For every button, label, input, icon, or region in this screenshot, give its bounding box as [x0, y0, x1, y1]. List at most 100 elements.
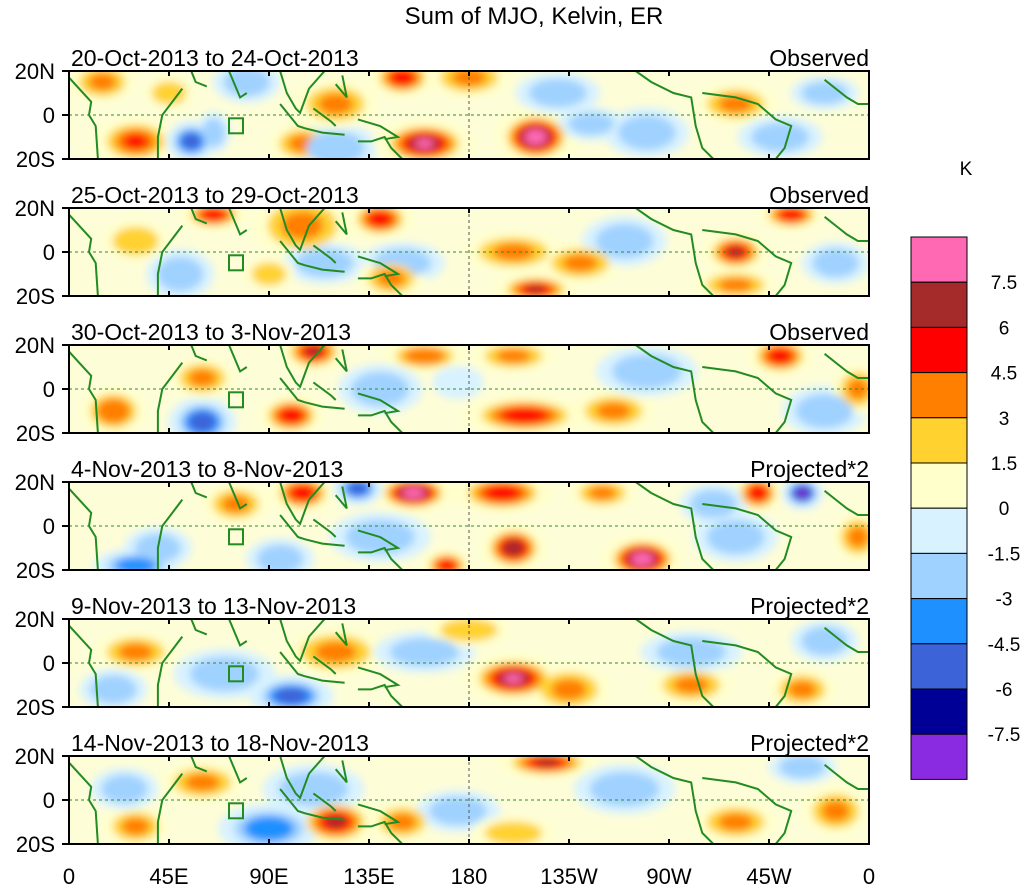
anomaly-level: [88, 73, 117, 91]
x-tick-label: 0: [63, 864, 75, 889]
anomaly-level: [529, 132, 543, 142]
coastline: [69, 76, 99, 159]
coastline: [702, 366, 793, 433]
coastline: [823, 79, 869, 105]
coastline: [156, 225, 184, 296]
anomaly-level: [718, 526, 754, 548]
anomaly-level: [607, 230, 642, 252]
coastline: [635, 71, 715, 159]
coastline: [312, 244, 337, 264]
coastline: [190, 345, 208, 362]
y-tick-label: 20N: [15, 470, 55, 495]
colorbar-swatch: [910, 281, 968, 328]
anomaly-level: [158, 86, 180, 100]
coastline: [228, 345, 248, 373]
coastline: [702, 503, 793, 570]
coastline: [357, 409, 404, 433]
coastline: [69, 761, 99, 844]
x-tick-label: 180: [451, 864, 488, 889]
colorbar-label: -3: [996, 590, 1013, 611]
anomaly-level: [440, 370, 476, 394]
y-tick-label: 20S: [16, 558, 55, 583]
anomaly-level: [412, 351, 437, 361]
anomaly-level: [718, 278, 754, 292]
anomaly-field: [93, 482, 869, 570]
colorbar-label: -4.5: [988, 635, 1021, 656]
panel-2: 20N 0 20S 25-Oct-2013 to 29-Oct-2013 Observe…: [15, 182, 870, 309]
anomaly-level: [810, 632, 839, 650]
anomaly-level: [185, 773, 220, 791]
anomaly-level: [205, 210, 222, 219]
coastline: [279, 208, 326, 252]
coastline: [334, 75, 348, 99]
anomaly-level: [821, 800, 850, 822]
region-box: [228, 254, 244, 272]
y-tick-label: 20N: [15, 59, 55, 84]
coastline: [279, 619, 326, 663]
y-tick-label: 20N: [15, 333, 55, 358]
coastline: [823, 627, 869, 653]
coastline: [635, 345, 715, 433]
anomaly-level: [254, 821, 284, 836]
panel-4: 20N 0 20S 4-Nov-2013 to 8-Nov-2013 Projected…: [15, 456, 870, 583]
colorbar-swatch: [910, 733, 968, 780]
region-box: [228, 802, 244, 820]
coastline: [279, 514, 345, 547]
coastline: [823, 764, 869, 790]
panel-date-range: 9-Nov-2013 to 13-Nov-2013: [71, 593, 356, 619]
anomaly-level: [670, 643, 713, 661]
coastline: [228, 482, 248, 510]
anomaly-level: [99, 680, 128, 698]
coastline: [702, 229, 793, 296]
coastline: [279, 482, 326, 526]
colorbar-label: 6: [999, 318, 1010, 339]
coastline: [69, 350, 99, 433]
coastline: [635, 208, 715, 296]
panel-label: Observed: [769, 319, 869, 345]
anomaly-level: [415, 138, 435, 149]
coastline: [279, 240, 345, 273]
coastline: [69, 624, 99, 707]
coastline: [190, 756, 208, 773]
coastline: [312, 107, 337, 127]
anomaly-field: [79, 619, 859, 707]
anomaly-level: [699, 495, 728, 513]
anomaly-level: [318, 137, 353, 159]
anomaly-level: [441, 561, 453, 570]
anomaly-level: [562, 254, 598, 272]
anomaly-level: [266, 550, 294, 568]
coastline: [279, 651, 345, 684]
anomaly-level: [496, 826, 531, 840]
region-box: [228, 117, 244, 135]
panel-date-range: 20-Oct-2013 to 24-Oct-2013: [71, 45, 359, 71]
colorbar: K 7.5 6 4.5 3 1.5 0 -1.5 -3 -4.5 -6 -7.5: [910, 159, 1021, 780]
coastline: [279, 788, 345, 821]
x-tick-label: 45W: [746, 864, 791, 889]
colorbar-swatch: [910, 326, 968, 374]
coastline: [702, 777, 793, 844]
colorbar-swatch: [910, 552, 968, 600]
anomaly-level: [807, 400, 842, 422]
coastline: [156, 87, 184, 159]
x-tick-label: 45E: [149, 864, 188, 889]
anomaly-level: [166, 263, 194, 285]
coastline: [357, 272, 404, 296]
y-tick-label: 20N: [15, 744, 55, 769]
colorbar-swatch: [910, 372, 968, 419]
coastline: [228, 619, 248, 647]
coastline: [312, 655, 337, 675]
coastline: [823, 353, 869, 379]
colorbar-label: 3: [999, 409, 1010, 430]
coastline: [190, 71, 208, 88]
panel-label: Projected*2: [750, 456, 869, 482]
anomaly-level: [673, 676, 709, 694]
anomaly-level: [718, 813, 754, 831]
anomaly-level: [123, 134, 149, 149]
anomaly-level: [194, 416, 211, 428]
anomaly-level: [440, 802, 476, 820]
anomaly-level: [625, 361, 668, 382]
anomaly-level: [258, 267, 280, 281]
colorbar-label: -7.5: [988, 725, 1021, 746]
y-tick-label: 20N: [15, 196, 55, 221]
